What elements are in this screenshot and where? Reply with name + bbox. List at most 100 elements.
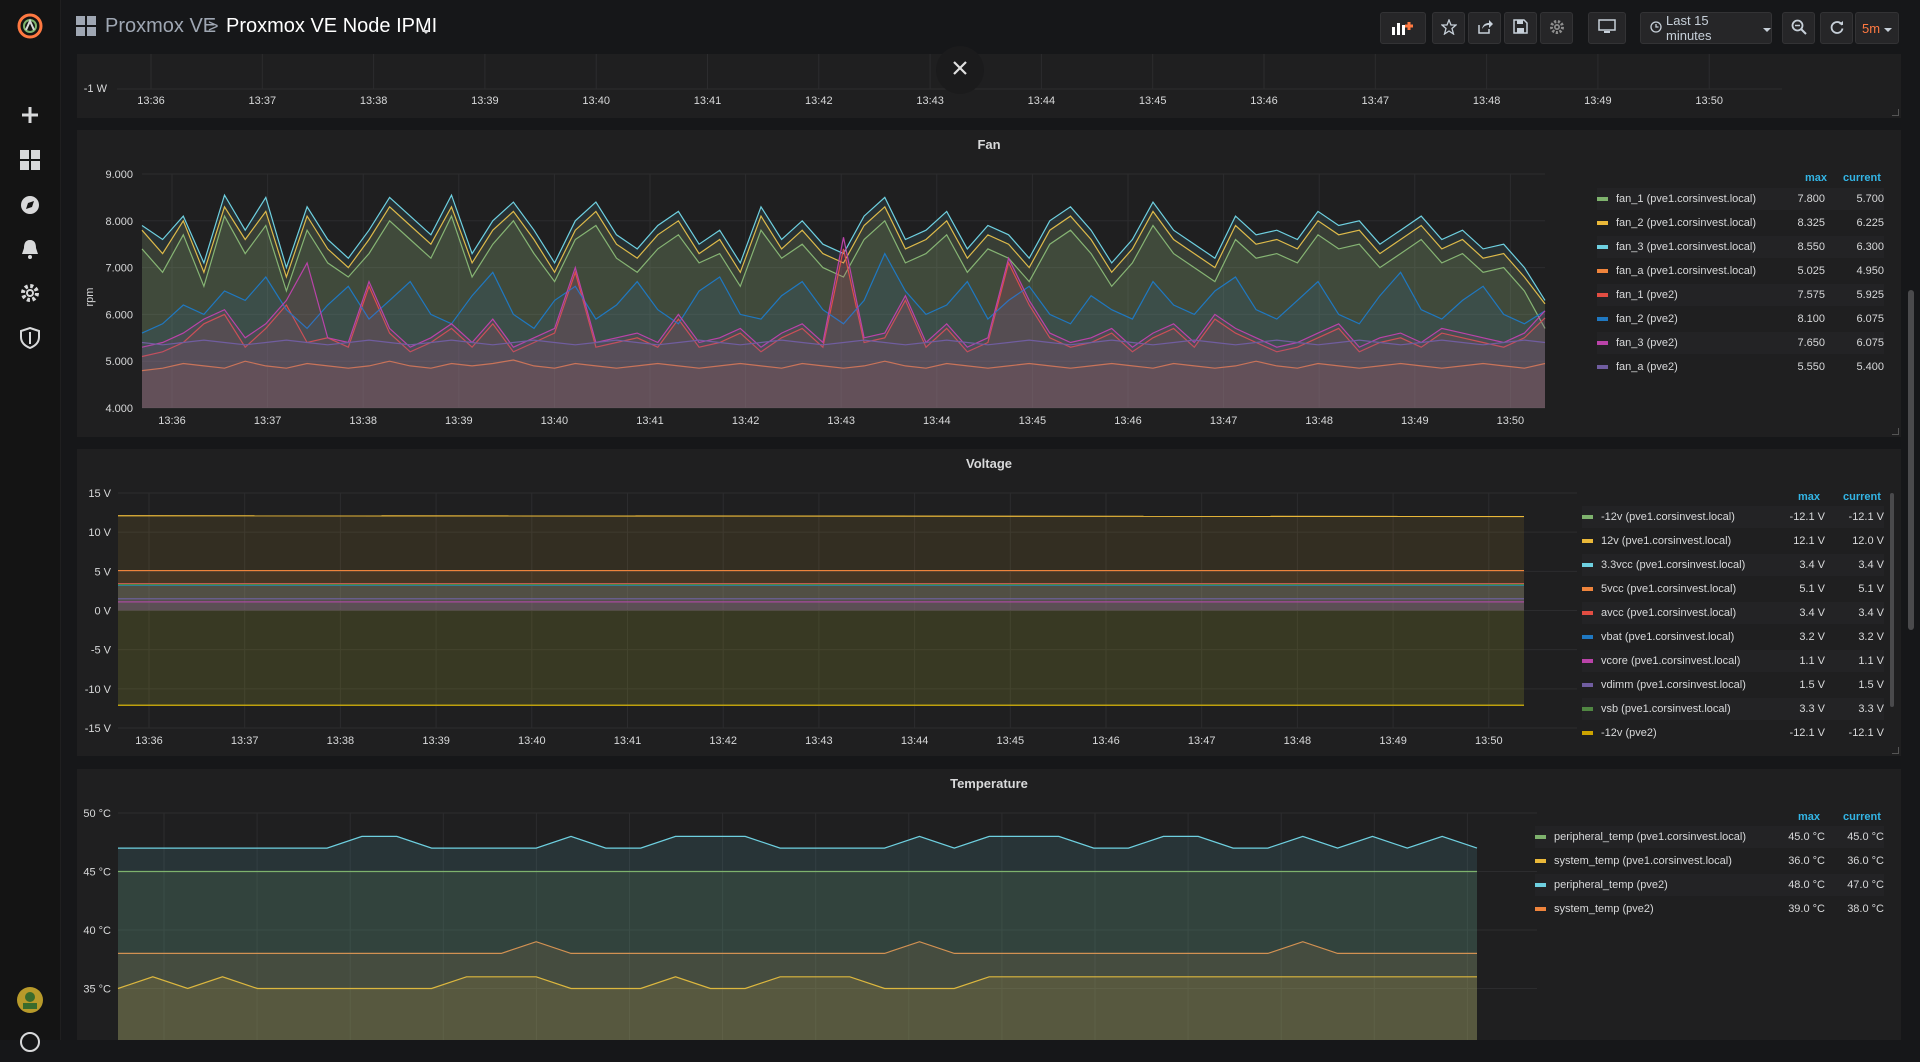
legend-current-header[interactable]: current [1843, 491, 1881, 503]
series-name[interactable]: vdimm (pve1.corsinvest.local) [1601, 679, 1746, 691]
series-color-swatch[interactable] [1597, 365, 1608, 369]
settings-button[interactable] [1540, 12, 1573, 44]
legend-item[interactable]: 12v (pve1.corsinvest.local) 12.1 V 12.0 V [1582, 530, 1884, 552]
series-name[interactable]: fan_1 (pve1.corsinvest.local) [1616, 193, 1757, 205]
series-name[interactable]: system_temp (pve2) [1554, 903, 1654, 915]
series-color-swatch[interactable] [1597, 293, 1608, 297]
legend-item[interactable]: vbat (pve1.corsinvest.local) 3.2 V 3.2 V [1582, 626, 1884, 648]
series-color-swatch[interactable] [1597, 197, 1608, 201]
caret-down-icon[interactable] [421, 23, 431, 41]
add-panel-button[interactable] [1380, 12, 1426, 44]
series-color-swatch[interactable] [1582, 611, 1593, 615]
temperature-graph[interactable]: 50 °C 45 °C 40 °C 35 °C [77, 769, 1577, 1040]
legend-item[interactable]: fan_2 (pve2) 8.100 6.075 [1597, 308, 1884, 330]
save-button[interactable] [1504, 12, 1537, 44]
series-color-swatch[interactable] [1582, 515, 1593, 519]
series-name[interactable]: vcore (pve1.corsinvest.local) [1601, 655, 1741, 667]
series-name[interactable]: vsb (pve1.corsinvest.local) [1601, 703, 1731, 715]
close-button[interactable] [936, 46, 984, 94]
series-color-swatch[interactable] [1597, 221, 1608, 225]
cycle-view-mode-button[interactable] [1588, 12, 1626, 44]
legend-item[interactable]: -12v (pve1.corsinvest.local) -12.1 V -12.1… [1582, 506, 1884, 528]
legend-item[interactable]: peripheral_temp (pve2) 48.0 °C 47.0 °C [1535, 874, 1884, 896]
series-color-swatch[interactable] [1582, 635, 1593, 639]
series-name[interactable]: fan_a (pve2) [1616, 361, 1678, 373]
help-icon[interactable] [0, 1022, 60, 1062]
legend-max-header[interactable]: max [1805, 172, 1828, 184]
shield-icon[interactable] [0, 318, 60, 358]
avatar[interactable] [0, 980, 60, 1020]
legend-item[interactable]: -12v (pve2) -12.1 V -12.1 V [1582, 722, 1884, 744]
legend-max-header[interactable]: max [1798, 491, 1821, 503]
time-range-picker[interactable]: Last 15 minutes [1640, 12, 1772, 44]
series-name[interactable]: 12v (pve1.corsinvest.local) [1601, 535, 1732, 547]
legend-item[interactable]: vcore (pve1.corsinvest.local) 1.1 V 1.1 V [1582, 650, 1884, 672]
series-name[interactable]: system_temp (pve1.corsinvest.local) [1554, 855, 1732, 867]
series-color-swatch[interactable] [1535, 835, 1546, 839]
series-color-swatch[interactable] [1597, 341, 1608, 345]
legend-current-header[interactable]: current [1843, 172, 1881, 184]
series-name[interactable]: fan_a (pve1.corsinvest.local) [1616, 265, 1757, 277]
series-name[interactable]: fan_2 (pve1.corsinvest.local) [1616, 217, 1757, 229]
series-color-swatch[interactable] [1582, 539, 1593, 543]
series-color-swatch[interactable] [1582, 707, 1593, 711]
legend-item[interactable]: 3.3vcc (pve1.corsinvest.local) 3.4 V 3.4 V [1582, 554, 1884, 576]
legend-item[interactable]: fan_1 (pve2) 7.575 5.925 [1597, 284, 1884, 306]
page-scrollbar[interactable] [1908, 290, 1914, 630]
legend-item[interactable]: vsb (pve1.corsinvest.local) 3.3 V 3.3 V [1582, 698, 1884, 720]
legend-item[interactable]: fan_3 (pve1.corsinvest.local) 8.550 6.300 [1597, 236, 1884, 258]
gear-icon[interactable] [0, 273, 60, 313]
series-name[interactable]: -12v (pve1.corsinvest.local) [1601, 511, 1735, 523]
series-color-swatch[interactable] [1597, 317, 1608, 321]
series-color-swatch[interactable] [1582, 683, 1593, 687]
series-color-swatch[interactable] [1597, 269, 1608, 273]
series-color-swatch[interactable] [1582, 659, 1593, 663]
panel-title[interactable]: Temperature [950, 776, 1028, 791]
page-title[interactable]: Proxmox VE Node IPMI [226, 15, 438, 37]
series-color-swatch[interactable] [1582, 563, 1593, 567]
legend-item[interactable]: fan_a (pve1.corsinvest.local) 5.025 4.950 [1597, 260, 1884, 282]
grafana-logo-icon[interactable] [0, 6, 60, 46]
legend-item[interactable]: system_temp (pve1.corsinvest.local) 36.0 … [1535, 850, 1884, 872]
panel-title[interactable]: Voltage [966, 456, 1012, 471]
panel-title[interactable]: Fan [977, 137, 1001, 152]
series-color-swatch[interactable] [1535, 859, 1546, 863]
series-name[interactable]: fan_3 (pve1.corsinvest.local) [1616, 241, 1757, 253]
legend-scrollbar[interactable] [1890, 493, 1894, 707]
explore-icon[interactable] [0, 185, 60, 225]
series-name[interactable]: fan_2 (pve2) [1616, 313, 1678, 325]
panel-resize-handle[interactable] [1892, 428, 1899, 435]
legend-item[interactable]: vdimm (pve1.corsinvest.local) 1.5 V 1.5 V [1582, 674, 1884, 696]
series-name[interactable]: fan_1 (pve2) [1616, 289, 1678, 301]
plus-icon[interactable] [0, 95, 60, 135]
series-name[interactable]: peripheral_temp (pve2) [1554, 879, 1668, 891]
legend-item[interactable]: fan_1 (pve1.corsinvest.local) 7.800 5.700 [1597, 188, 1884, 210]
series-name[interactable]: 5vcc (pve1.corsinvest.local) [1601, 583, 1737, 595]
legend-item[interactable]: system_temp (pve2) 39.0 °C 38.0 °C [1535, 898, 1884, 920]
legend-item[interactable]: 5vcc (pve1.corsinvest.local) 5.1 V 5.1 V [1582, 578, 1884, 600]
breadcrumb-folder[interactable]: Proxmox VE [105, 15, 217, 37]
legend-item[interactable]: peripheral_temp (pve1.corsinvest.local) 4… [1535, 826, 1884, 848]
series-name[interactable]: avcc (pve1.corsinvest.local) [1601, 607, 1737, 619]
series-color-swatch[interactable] [1535, 907, 1546, 911]
legend-item[interactable]: fan_3 (pve2) 7.650 6.075 [1597, 332, 1884, 354]
legend-item[interactable]: fan_2 (pve1.corsinvest.local) 8.325 6.225 [1597, 212, 1884, 234]
panel-resize-handle[interactable] [1892, 747, 1899, 754]
panel-resize-handle[interactable] [1892, 109, 1899, 116]
legend-max-header[interactable]: max [1798, 811, 1821, 823]
series-name[interactable]: -12v (pve2) [1601, 727, 1657, 739]
star-button[interactable] [1432, 12, 1465, 44]
series-color-swatch[interactable] [1582, 731, 1593, 735]
series-name[interactable]: 3.3vcc (pve1.corsinvest.local) [1601, 559, 1746, 571]
series-name[interactable]: fan_3 (pve2) [1616, 337, 1678, 349]
legend-item[interactable]: fan_a (pve2) 5.550 5.400 [1597, 356, 1884, 378]
refresh-interval-picker[interactable]: 5m [1855, 12, 1899, 44]
voltage-graph[interactable]: 15 V 10 V 5 V 0 V -5 V -10 V -15 V 13:36 13:37 13… [77, 449, 1577, 756]
share-button[interactable] [1468, 12, 1501, 44]
series-color-swatch[interactable] [1535, 883, 1546, 887]
bell-icon[interactable] [0, 229, 60, 269]
series-color-swatch[interactable] [1597, 245, 1608, 249]
series-color-swatch[interactable] [1582, 587, 1593, 591]
dashboards-icon[interactable] [0, 140, 60, 180]
fan-graph[interactable]: 9.000 8.000 7.000 6.000 5.000 4.000 13:36 13:37… [77, 130, 1597, 437]
